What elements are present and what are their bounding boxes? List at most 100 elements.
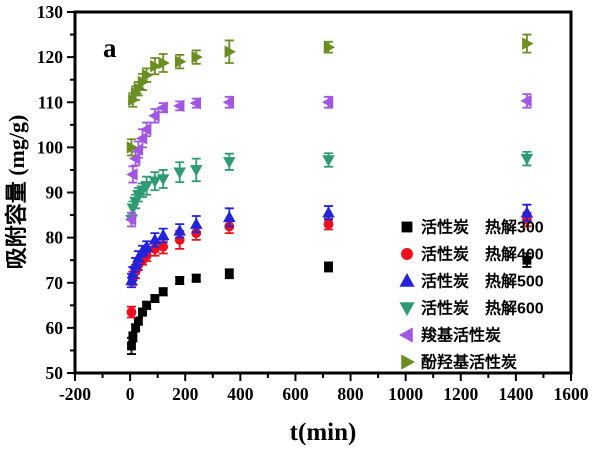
legend-item-ac-600: 活性炭 热解600 — [399, 299, 544, 318]
y-tick-label: 50 — [46, 363, 64, 383]
data-point — [156, 174, 170, 186]
data-point — [189, 96, 201, 110]
data-point — [323, 219, 334, 230]
data-point — [150, 59, 162, 73]
data-point — [522, 255, 532, 265]
y-tick-label: 110 — [38, 92, 64, 112]
series-ac-300 — [126, 252, 532, 355]
y-tick-label: 60 — [46, 318, 64, 338]
data-point — [520, 94, 532, 108]
x-tick-label: -200 — [59, 384, 91, 404]
data-point — [140, 240, 153, 252]
y-tick-label: 70 — [46, 273, 64, 293]
series-ac-500 — [125, 203, 534, 289]
data-point — [224, 269, 234, 279]
legend-label: 活性炭 热解400 — [421, 245, 544, 264]
data-point — [173, 224, 186, 236]
data-point — [324, 262, 333, 272]
data-point — [156, 228, 170, 241]
data-point — [158, 287, 168, 297]
data-point — [522, 37, 534, 50]
data-point — [148, 233, 162, 245]
data-point — [142, 300, 152, 310]
data-point — [148, 109, 160, 123]
data-point — [224, 45, 236, 58]
data-point — [124, 213, 137, 226]
x-tick-label: 1600 — [554, 384, 589, 404]
x-tick-label: 200 — [172, 384, 199, 404]
data-point — [175, 276, 185, 285]
data-point — [158, 56, 170, 70]
x-tick-label: 1000 — [388, 384, 423, 404]
data-point — [322, 206, 335, 218]
x-tick-label: 800 — [337, 384, 364, 404]
data-point — [323, 40, 336, 54]
data-point — [127, 341, 136, 351]
series-phoh-ac — [126, 33, 534, 157]
y-tick-label: 90 — [46, 183, 64, 203]
x-tick-label: 0 — [126, 384, 135, 404]
data-point — [189, 165, 203, 177]
data-point — [133, 82, 145, 95]
legend-item-cooh-ac: 羧基活性炭 — [399, 326, 501, 345]
legend-label: 羧基活性炭 — [421, 326, 501, 345]
legend-label: 活性炭 热解300 — [421, 218, 544, 237]
data-point — [223, 157, 236, 169]
legend-marker-square-icon — [401, 221, 413, 233]
x-tick-label: 400 — [227, 384, 254, 404]
data-point — [131, 323, 141, 333]
legend-marker-triangle-up-icon — [399, 273, 415, 287]
data-point — [126, 307, 137, 318]
legend-marker-circle-icon — [401, 248, 413, 260]
data-point — [174, 55, 187, 68]
data-point — [191, 273, 201, 283]
data-point — [222, 95, 235, 109]
legend-label: 活性炭 热解500 — [421, 272, 544, 291]
legend-item-ac-300: 活性炭 热解300 — [401, 218, 544, 237]
series-cooh-ac — [124, 93, 532, 228]
y-axis-title: 吸附容量 (mg/g) — [4, 115, 29, 270]
data-point — [133, 316, 143, 326]
data-point — [150, 294, 160, 303]
data-point — [321, 95, 334, 109]
legend-item-ac-500: 活性炭 热解500 — [399, 272, 544, 291]
chart-layer: -200 0 200 400 600 800 1000 1200 1400 1600 50 60 70 8… — [37, 2, 589, 404]
legend-label: 活性炭 热解600 — [421, 299, 544, 318]
data-point — [520, 206, 534, 218]
panel-label: a — [103, 33, 117, 63]
y-tick-label: 80 — [46, 228, 64, 248]
legend-marker-triangle-right-icon — [401, 354, 415, 370]
data-point — [322, 155, 335, 167]
x-tick-label: 600 — [282, 384, 309, 404]
data-point — [173, 167, 186, 179]
legend-marker-triangle-down-icon — [399, 302, 415, 316]
data-point — [138, 307, 147, 317]
legend-item-ac-400: 活性炭 热解400 — [401, 245, 544, 264]
y-tick-label: 100 — [37, 137, 64, 157]
x-axis-title: t(min) — [290, 419, 357, 446]
legend-item-phoh-ac: 酚羟基活性炭 — [401, 353, 517, 372]
data-point — [128, 332, 138, 342]
data-point — [140, 180, 153, 193]
data-point — [129, 258, 142, 270]
data-point — [223, 210, 236, 223]
data-point — [140, 123, 152, 136]
legend: 活性炭 热解300 活性炭 热解400 活性炭 热解500 活性炭 热解600 羧基活性… — [399, 218, 544, 372]
data-point — [148, 176, 162, 188]
data-point — [173, 99, 185, 113]
data-point — [156, 101, 168, 114]
legend-label: 酚羟基活性炭 — [421, 353, 517, 372]
data-point — [191, 228, 202, 239]
data-point — [141, 68, 154, 82]
legend-marker-triangle-left-icon — [399, 327, 413, 343]
y-tick-label: 120 — [37, 47, 64, 67]
data-point — [191, 50, 203, 64]
data-point — [125, 273, 138, 286]
data-point — [126, 141, 139, 154]
data-point — [126, 267, 140, 279]
x-tick-label: 1200 — [443, 384, 478, 404]
data-point — [126, 168, 138, 181]
data-point — [189, 217, 203, 229]
